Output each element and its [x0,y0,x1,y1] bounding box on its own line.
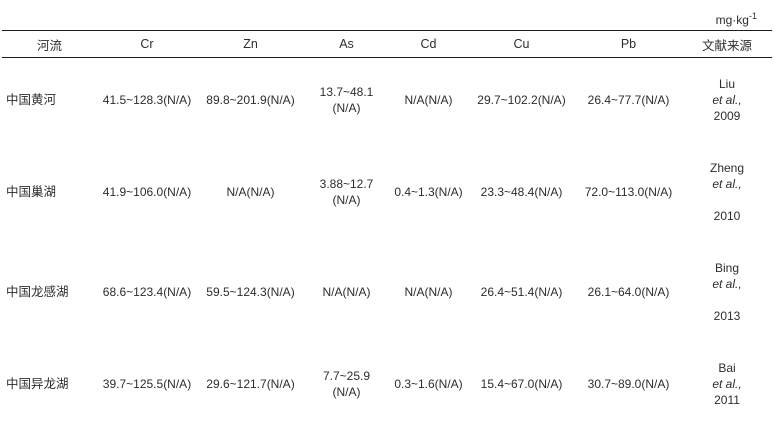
ref-author: Zheng [709,161,745,175]
cu-cell: 15.4~67.0(N/A) [480,377,563,391]
zn-cell: N/A(N/A) [226,185,275,199]
column-header-cu: Cu [468,30,575,58]
ref-author: Liu [718,77,735,91]
zn-cell: 89.8~201.9(N/A) [206,93,295,107]
ref-year: 2009 [713,109,741,123]
column-header-cd: Cd [389,30,468,58]
cd-cell: N/A(N/A) [404,285,453,299]
ref-etal: et al., [712,377,742,391]
unit-label: mg·kg-1 [0,0,777,27]
cr-cell: 39.7~125.5(N/A) [102,377,192,391]
ref-etal: et al., [712,177,742,191]
table-row: 中国龙感湖 68.6~123.4(N/A) 59.5~124.3(N/A) N/… [2,242,772,342]
as-cell: N/A(N/A) [322,285,371,299]
zn-cell: 29.6~121.7(N/A) [206,377,295,391]
river-cell: 中国龙感湖 [6,285,69,299]
reference-cell: Bai et al., 2011 [682,342,772,424]
cu-cell: 26.4~51.4(N/A) [480,285,563,299]
column-header-zn: Zn [197,30,304,58]
ref-author: Bing [714,261,740,275]
cr-cell: 41.5~128.3(N/A) [102,93,192,107]
column-header-pb: Pb [575,30,682,58]
header-row: 河流 Cr Zn As Cd Cu Pb 文献来源 [2,30,772,58]
column-header-source: 文献来源 [682,30,772,58]
table-row: 中国巢湖 41.9~106.0(N/A) N/A(N/A) 3.88~12.7 … [2,142,772,242]
cd-cell: 0.3~1.6(N/A) [394,377,463,391]
cd-cell: N/A(N/A) [404,93,453,107]
river-cell: 中国异龙湖 [6,377,69,391]
cd-cell: 0.4~1.3(N/A) [394,185,463,199]
reference-cell: Zheng et al., 2010 [682,142,772,242]
table-row: 中国黄河 41.5~128.3(N/A) 89.8~201.9(N/A) 13.… [2,58,772,143]
reference-cell: Liu et al., 2009 [682,58,772,143]
unit-base: mg·kg [715,13,749,27]
reference-cell: Bing et al., 2013 [682,242,772,342]
cu-cell: 29.7~102.2(N/A) [477,93,566,107]
table-row: 中国异龙湖 39.7~125.5(N/A) 29.6~121.7(N/A) 7.… [2,342,772,424]
pb-cell: 26.4~77.7(N/A) [587,93,670,107]
ref-year: 2011 [714,393,740,407]
ref-etal: et al., [712,93,742,107]
as-cell: 7.7~25.9 (N/A) [322,369,371,399]
ref-year: 2010 [713,209,741,223]
river-cell: 中国巢湖 [6,185,57,199]
ref-year: 2013 [713,309,741,323]
as-cell: 3.88~12.7 (N/A) [319,177,374,207]
pb-cell: 72.0~113.0(N/A) [584,185,673,199]
cr-cell: 68.6~123.4(N/A) [102,285,192,299]
ref-etal: et al., [712,277,742,291]
unit-exponent: -1 [748,11,757,21]
as-cell: 13.7~48.1 (N/A) [319,85,374,115]
ref-author: Bai [718,361,736,375]
river-metals-table: 河流 Cr Zn As Cd Cu Pb 文献来源 中国黄河 41.5~128.… [2,30,772,424]
cu-cell: 23.3~48.4(N/A) [480,185,563,199]
pb-cell: 26.1~64.0(N/A) [587,285,670,299]
column-header-cr: Cr [97,30,197,58]
column-header-as: As [304,30,389,58]
pb-cell: 30.7~89.0(N/A) [587,377,670,391]
cr-cell: 41.9~106.0(N/A) [102,185,192,199]
river-cell: 中国黄河 [6,93,57,107]
column-header-river: 河流 [2,30,97,58]
zn-cell: 59.5~124.3(N/A) [206,285,295,299]
